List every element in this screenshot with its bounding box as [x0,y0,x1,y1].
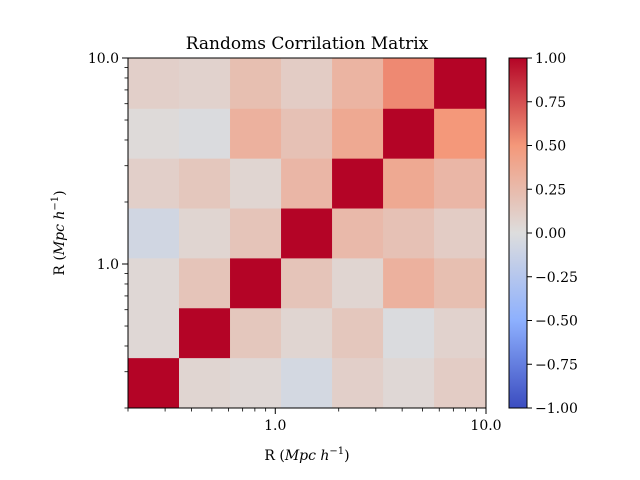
heatmap-cell [332,108,384,160]
heatmap-cell [281,308,333,359]
heatmap-cell [383,108,435,160]
heatmap-cell [434,358,487,409]
heatmap-cell [179,308,231,359]
y-axis-ticks: 1.0 10.0 [88,51,128,409]
heatmap-cell [332,308,384,359]
heatmap-cell [230,208,282,259]
heatmap-cell [383,158,435,209]
heatmap-cell [434,158,487,209]
heatmap-cell [383,208,435,259]
colorbar-tick-label: −1.00 [535,401,578,417]
heatmap-cell [128,58,180,110]
heatmap-cell [383,308,435,359]
heatmap-cell [179,108,231,160]
heatmap-cell [128,208,180,259]
x-axis-ticks: 1.0 10.0 [127,408,502,434]
heatmap-cell [281,208,333,259]
heatmap-cell [434,308,487,359]
heatmap-cell [128,108,180,160]
heatmap-cell [332,258,384,309]
colorbar-tick-label: 0.50 [535,139,566,155]
heatmap-cell [332,158,384,209]
heatmap-cell [128,258,180,309]
heatmap-cell [230,158,282,209]
colorbar: 1.00 0.75 0.50 0.25 0.00 −0.25 −0.50 −0.75 −1.00 [508,51,578,417]
plot-frame [127,57,487,409]
heatmap-cell [434,208,487,259]
y-tick-label: 1.0 [97,257,119,273]
heatmap-cell [179,158,231,209]
colorbar-tick-label: −0.75 [535,357,578,373]
colorbar-tick-label: −0.50 [535,314,578,330]
heatmap-cell [281,358,333,409]
colorbar-gradient [508,57,528,409]
heatmap-cell [128,358,180,409]
heatmap-cell [434,258,487,309]
heatmap-cell [230,258,282,309]
heatmap-cell [332,358,384,409]
colorbar-tick-label: 1.00 [535,51,566,67]
heatmap-cell [332,208,384,259]
heatmap-cell [179,358,231,409]
colorbar-tick-label: −0.25 [535,270,578,286]
heatmap-cell [383,358,435,409]
heatmap-cell [281,258,333,309]
y-tick-label: 10.0 [88,51,119,67]
heatmap-cell [179,258,231,309]
heatmap-cell [383,258,435,309]
heatmap-cell [128,158,180,209]
heatmap-cell [230,108,282,160]
chart-title: Randoms Corrilation Matrix [186,34,429,54]
heatmap-cell [434,58,487,110]
x-tick-label: 10.0 [470,418,501,434]
heatmap-cell [281,158,333,209]
heatmap-cell [230,58,282,110]
heatmap-cell [230,308,282,359]
heatmap-cell [128,308,180,359]
colorbar-tick-label: 0.25 [535,182,566,198]
x-tick-label: 1.0 [264,418,286,434]
heatmap-cell [383,58,435,110]
heatmap-cell [332,58,384,110]
colorbar-tick-label: 0.75 [535,95,566,111]
heatmap-cell [434,108,487,160]
heatmap-cell [179,58,231,110]
heatmap-cell [230,358,282,409]
y-axis-label: R (Mpc h−1) [50,190,68,275]
heatmap-cells [128,58,487,409]
heatmap-cell [179,208,231,259]
colorbar-tick-label: 0.00 [535,226,566,242]
x-axis-label: R (Mpc h−1) [264,446,349,464]
heatmap-cell [281,58,333,110]
heatmap-cell [281,108,333,160]
